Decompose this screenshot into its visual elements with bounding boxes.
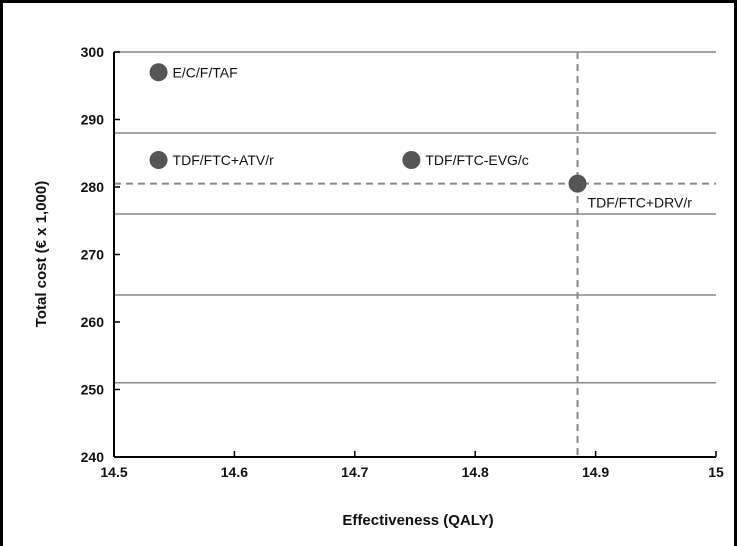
data-point-label: E/C/F/TAF (173, 64, 238, 80)
x-tick-label: 14.7 (341, 464, 368, 480)
data-point-label: TDF/FTC+DRV/r (588, 195, 693, 211)
reference-lines (114, 52, 716, 457)
data-point (402, 151, 421, 169)
y-tick-label: 250 (81, 382, 105, 398)
axes: 14.5 14.6 14.7 14.8 14.9 15 240 250 260 270 280 290… (81, 44, 724, 480)
data-point (568, 174, 587, 193)
y-tick-label: 290 (81, 112, 105, 128)
y-tick-label: 280 (81, 179, 105, 195)
data-point-label: TDF/FTC+ATV/r (173, 152, 275, 168)
y-axis-title: Total cost (€ x 1,000) (33, 181, 50, 327)
y-tick-label: 270 (81, 247, 105, 263)
x-axis-title: Effectiveness (QALY) (342, 512, 493, 529)
gridlines (114, 51, 716, 384)
x-tick-label: 14.9 (582, 464, 609, 480)
y-tick-label: 300 (81, 44, 105, 60)
data-point (149, 151, 168, 169)
y-tick-label: 240 (81, 449, 105, 465)
x-tick-label: 14.5 (100, 464, 127, 480)
x-tick-label: 14.6 (221, 464, 248, 480)
data-point (149, 63, 168, 82)
data-points: E/C/F/TAF TDF/FTC+ATV/r TDF/FTC-EVG/c TDF/F… (149, 63, 693, 211)
y-tick-label: 260 (81, 314, 105, 330)
data-point-label: TDF/FTC-EVG/c (425, 152, 528, 168)
x-tick-label: 15 (708, 464, 724, 480)
x-tick-label: 14.8 (462, 464, 489, 480)
